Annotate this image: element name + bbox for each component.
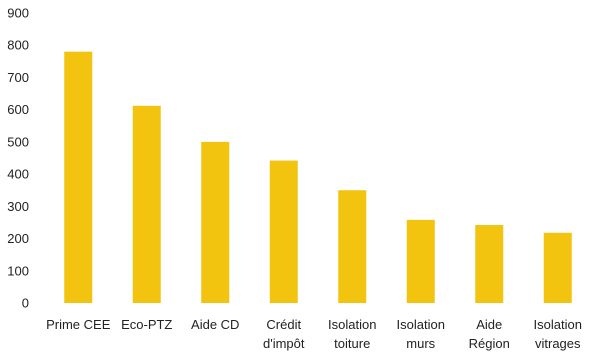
- x-tick-label: Aide Région: [469, 317, 510, 351]
- bar: [543, 232, 572, 303]
- bar: [475, 225, 504, 303]
- y-tick-label: 0: [22, 296, 29, 311]
- x-tick-label: Eco-PTZ: [121, 317, 172, 332]
- bars: [64, 51, 572, 303]
- x-tick-label: Prime CEE: [46, 317, 111, 332]
- x-tick-label: Aide CD: [191, 317, 239, 332]
- y-tick-label: 700: [7, 70, 29, 85]
- y-tick-label: 400: [7, 167, 29, 182]
- bar: [269, 160, 298, 303]
- bar: [406, 219, 435, 303]
- y-tick-label: 200: [7, 231, 29, 246]
- y-tick-label: 800: [7, 38, 29, 53]
- y-tick-label: 900: [7, 6, 29, 21]
- bar: [64, 51, 93, 303]
- x-tick-label: Isolation vitrages: [534, 317, 582, 351]
- x-tick-label: Isolation toiture: [328, 317, 376, 351]
- x-axis: Prime CEE Eco-PTZ Aide CD Crédit d'impôt Isol…: [46, 317, 582, 351]
- bar: [132, 105, 161, 303]
- y-tick-label: 600: [7, 102, 29, 117]
- y-axis: 0 100 200 300 400 500 600 700 800 900: [7, 6, 29, 311]
- y-tick-label: 300: [7, 199, 29, 214]
- bar: [201, 141, 230, 303]
- x-tick-label: Crédit d'impôt: [263, 317, 305, 351]
- y-tick-label: 500: [7, 134, 29, 149]
- y-tick-label: 100: [7, 263, 29, 278]
- bar: [338, 190, 367, 303]
- x-tick-label: Isolation murs: [397, 317, 445, 351]
